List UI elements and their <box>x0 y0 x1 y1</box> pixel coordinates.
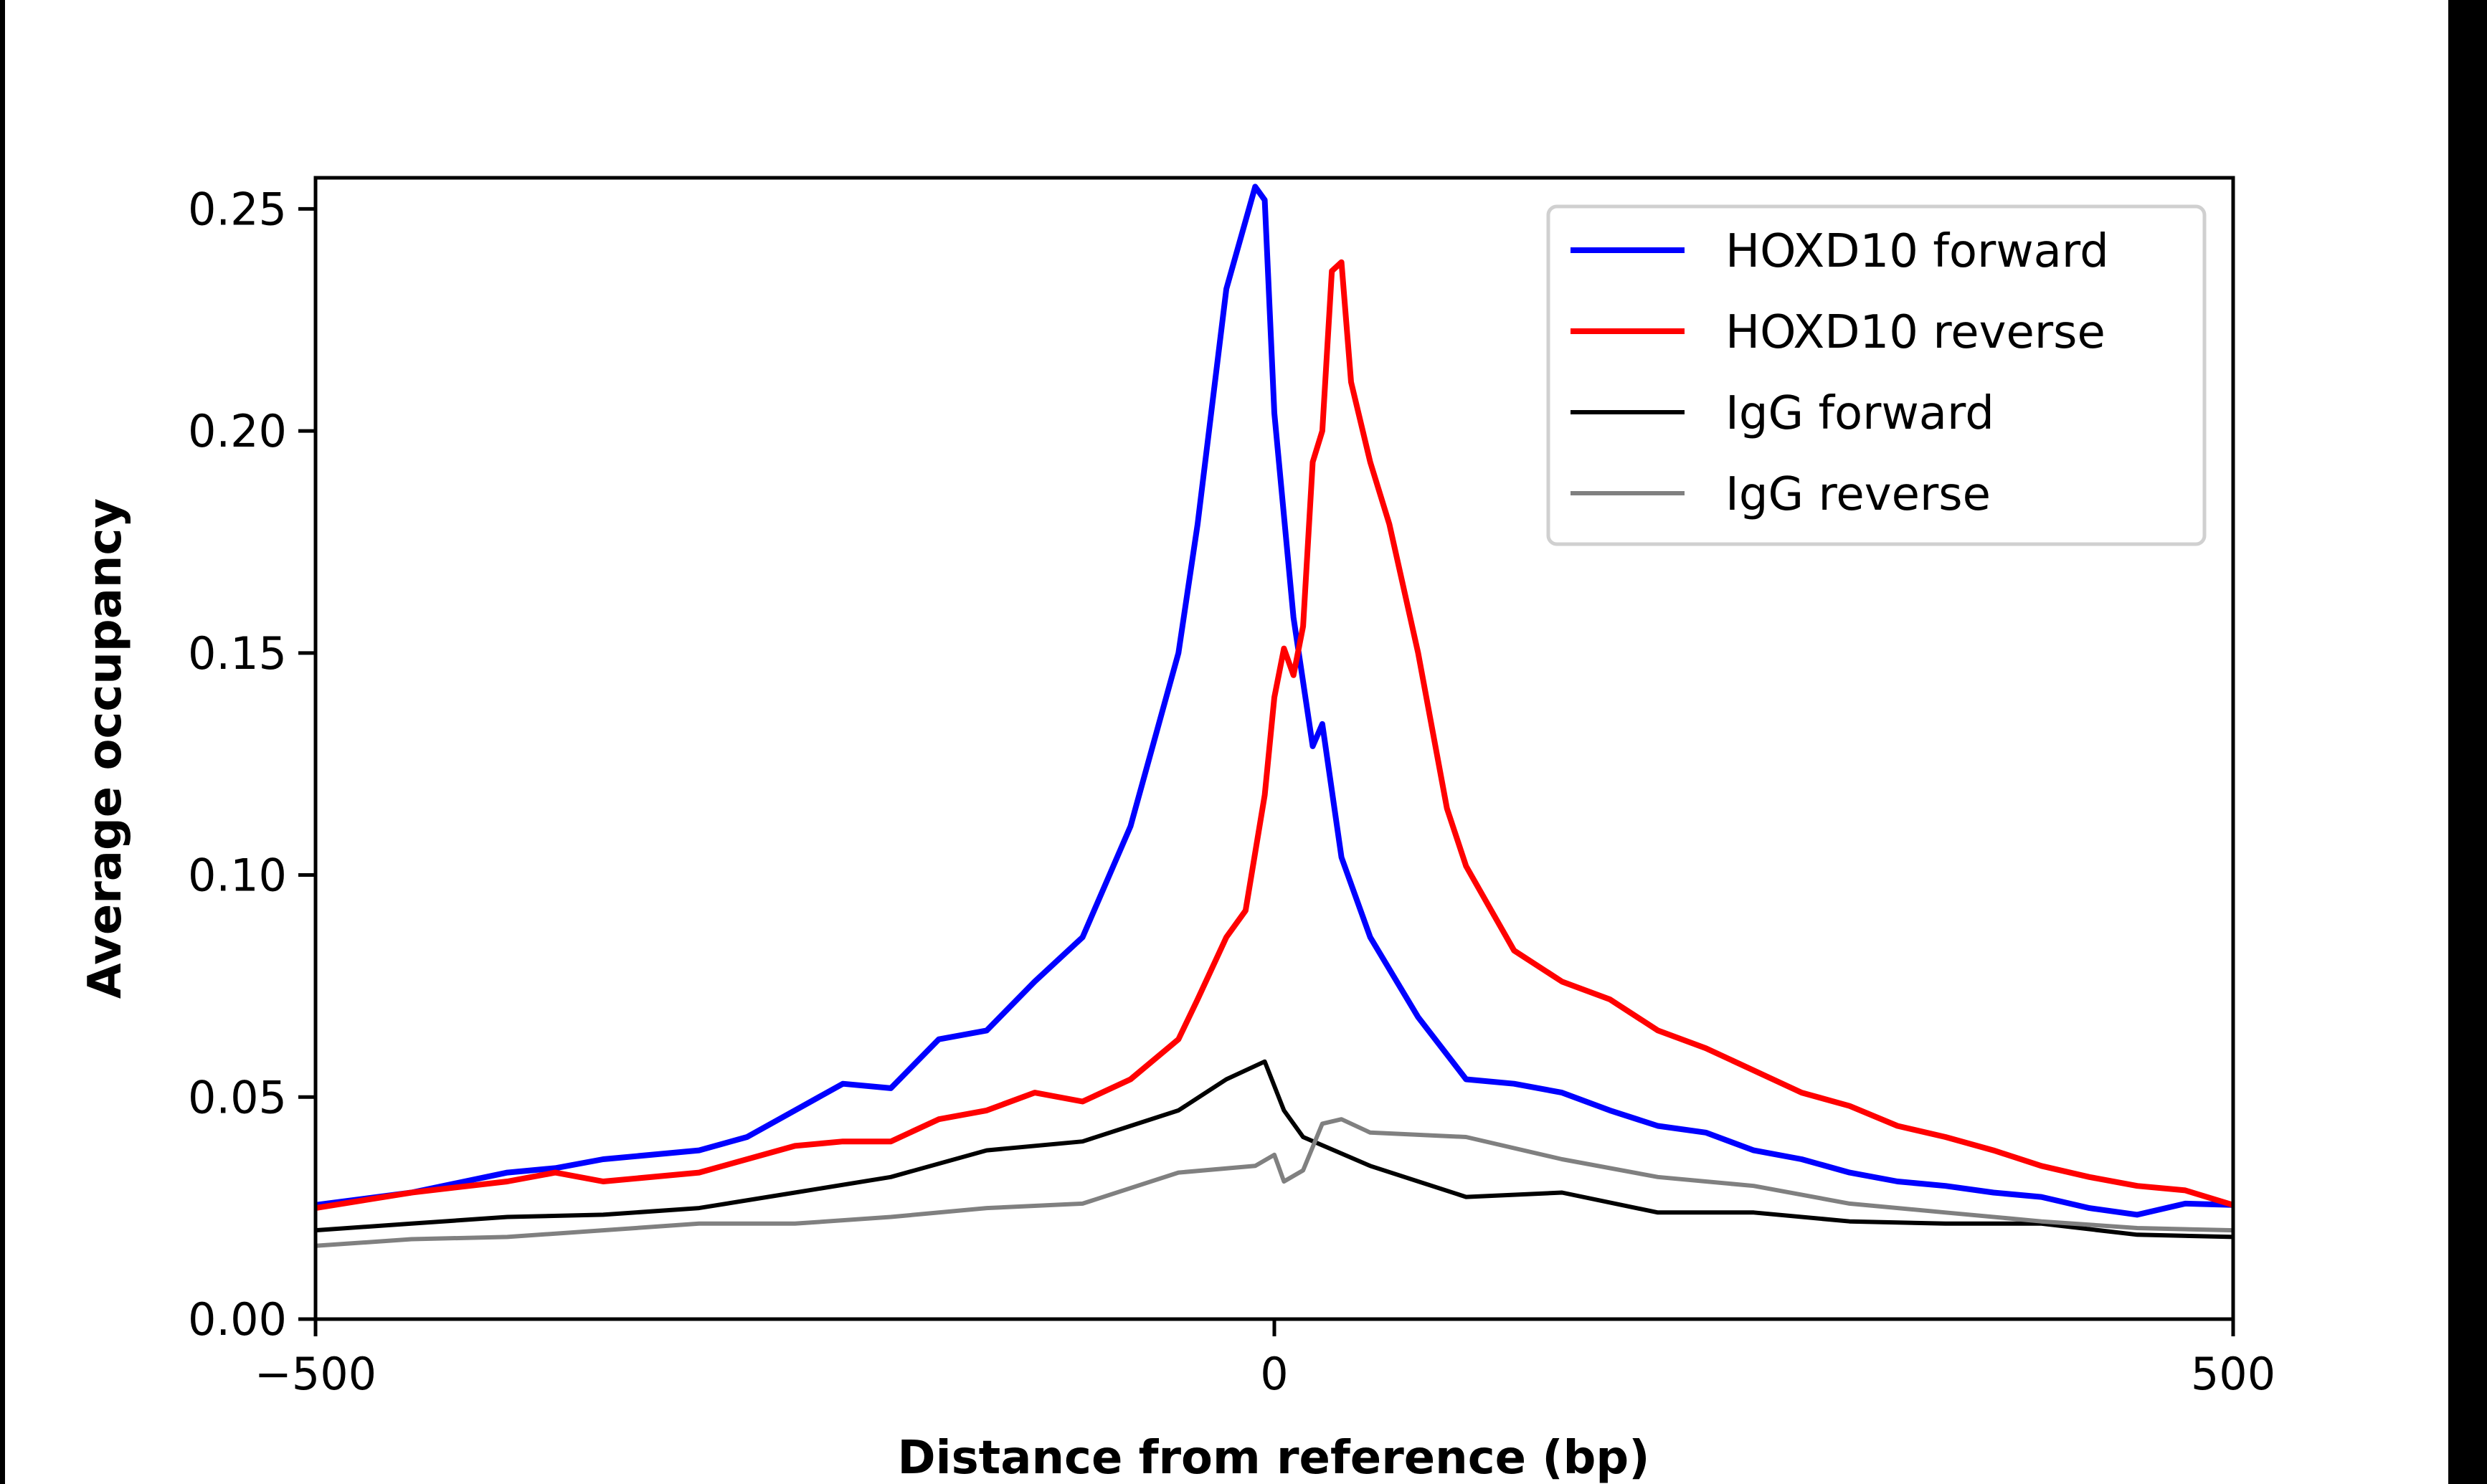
series-line-hoxd10-reverse <box>315 259 2235 1212</box>
y-tick-label: 0.05 <box>188 1071 287 1123</box>
y-tick-label: 0.15 <box>188 627 287 680</box>
legend-box <box>1546 204 2207 546</box>
ticks-layer: −500 0 500 0.00 0.05 0.10 0.15 0.20 0.25 <box>188 183 2275 1400</box>
x-tick-label: 500 <box>2191 1348 2275 1400</box>
legend-label-igg-forward: IgG forward <box>1725 387 1994 440</box>
series-line-hoxd10-forward <box>315 184 2234 1218</box>
y-tick-label: 0.10 <box>188 850 287 902</box>
left-edge-bar <box>0 0 5 1484</box>
x-tick-label: 0 <box>1260 1348 1288 1400</box>
y-tick-label: 0.20 <box>188 405 287 457</box>
legend: HOXD10 forward HOXD10 reverse IgG forward I… <box>1546 204 2207 546</box>
right-edge-bar <box>2448 0 2487 1484</box>
y-axis-label: Average occupancy <box>79 498 132 999</box>
x-axis-label: Distance from reference (bp) <box>898 1432 1650 1484</box>
y-tick-label: 0.25 <box>188 183 287 235</box>
legend-label-hoxd10-forward: HOXD10 forward <box>1725 225 2109 278</box>
series-layer <box>315 184 2235 1248</box>
series-line-igg-forward <box>315 1059 2234 1240</box>
x-tick-label: −500 <box>255 1348 376 1400</box>
legend-label-hoxd10-reverse: HOXD10 reverse <box>1725 306 2105 359</box>
legend-label-igg-reverse: IgG reverse <box>1725 468 1991 521</box>
y-tick-label: 0.00 <box>188 1293 287 1346</box>
series-line-igg-reverse <box>315 1117 2234 1248</box>
